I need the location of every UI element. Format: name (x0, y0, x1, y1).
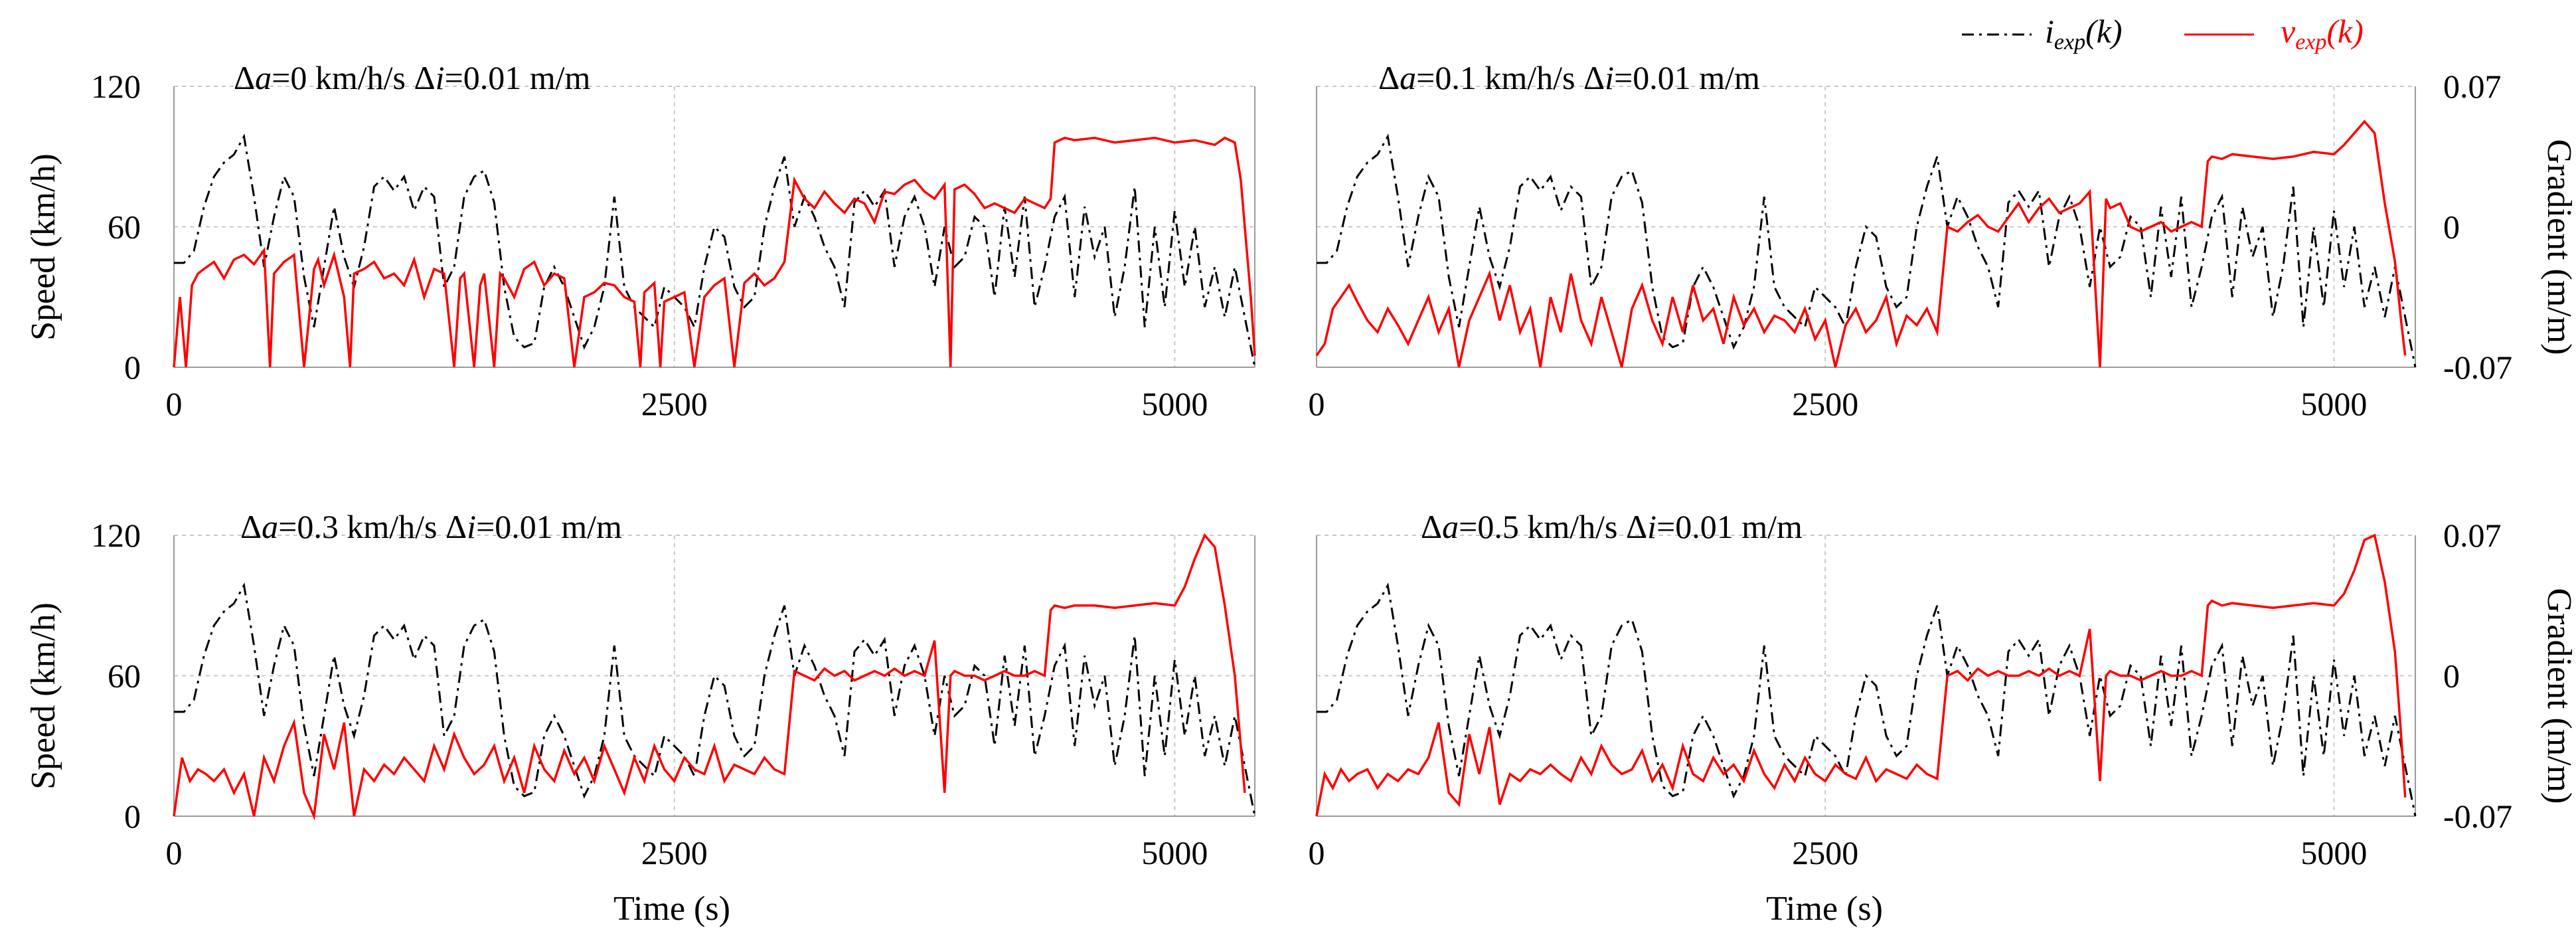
x-tick-label: 2500 (641, 834, 708, 871)
x-tick-label: 2500 (641, 385, 708, 422)
panel-bottom-right: 0 2500 5000 -0.07 0 0.07 Δa=0.5 km/h/s Δi=0.01… (1309, 508, 2513, 871)
x-tick-label: 5000 (1141, 385, 1208, 422)
speed-line (173, 136, 1256, 368)
panel-top-right: 0 2500 5000 -0.07 0 0.07 Δa=0.1 km/h/s Δi=0.01… (1309, 59, 2513, 422)
y-tick-label-right: -0.07 (2443, 349, 2512, 386)
speed-line (173, 533, 1246, 821)
x-tick-label: 0 (1309, 834, 1325, 871)
y-tick-label-right: 0.07 (2443, 517, 2502, 554)
y-tick-label-right: 0.07 (2443, 68, 2502, 105)
x-tick-label: 5000 (2300, 385, 2367, 422)
x-tick-label: 5000 (2300, 834, 2367, 871)
y-tick-label-left: 0 (124, 798, 141, 835)
panel-bottom-left: 0 2500 5000 0 60 120 Δa=0.3 km/h/s Δi=0.01 m/m (91, 508, 1256, 871)
y-tick-label-right: 0 (2443, 209, 2460, 246)
x-axis-title-left: Time (s) (613, 890, 730, 928)
legend-speed-label: vexp(k) (2281, 13, 2364, 54)
y-tick-label-right: 0 (2443, 657, 2460, 695)
x-tick-label: 0 (166, 385, 183, 422)
panel-title: Δa=0.5 km/h/s Δi=0.01 m/m (1421, 508, 1803, 545)
x-tick-label: 2500 (1792, 385, 1858, 422)
x-tick-label: 0 (166, 834, 183, 871)
y-tick-label-left: 60 (108, 209, 141, 246)
panel-title: Δa=0.3 km/h/s Δi=0.01 m/m (240, 508, 622, 545)
speed-line (1315, 533, 2407, 817)
panel-title: Δa=0 km/h/s Δi=0.01 m/m (234, 59, 591, 96)
y-tick-label-left: 120 (91, 68, 141, 105)
y-axis-title-right-top: Gradient (m/m) (2540, 139, 2576, 355)
y-tick-label-left: 60 (108, 657, 141, 695)
y-tick-label-left: 0 (124, 349, 141, 386)
panel-title: Δa=0.1 km/h/s Δi=0.01 m/m (1378, 59, 1760, 96)
x-tick-label: 0 (1309, 385, 1325, 422)
gradient-line (1317, 133, 2417, 368)
panel-top-left: 0 2500 5000 0 60 120 Δa=0 km/h/s Δi=0.01 m/m (91, 59, 1256, 422)
y-tick-label-right: -0.07 (2443, 798, 2512, 835)
speed-line (1315, 120, 2407, 368)
x-tick-label: 5000 (1141, 834, 1208, 871)
x-tick-label: 2500 (1792, 834, 1858, 871)
legend-gradient-label: iexp(k) (2045, 13, 2123, 54)
y-axis-title-left-bottom: Speed (km/h) (25, 602, 62, 790)
y-axis-title-right-bottom: Gradient (m/m) (2540, 588, 2576, 804)
x-axis-title-right: Time (s) (1766, 890, 1883, 928)
y-tick-label-left: 120 (91, 517, 141, 554)
legend: iexp(k) vexp(k) (1962, 13, 2364, 54)
gradient-line (1317, 582, 2417, 817)
y-axis-title-left-top: Speed (km/h) (25, 153, 62, 341)
gradient-line (174, 133, 1256, 368)
gradient-line (174, 582, 1256, 817)
